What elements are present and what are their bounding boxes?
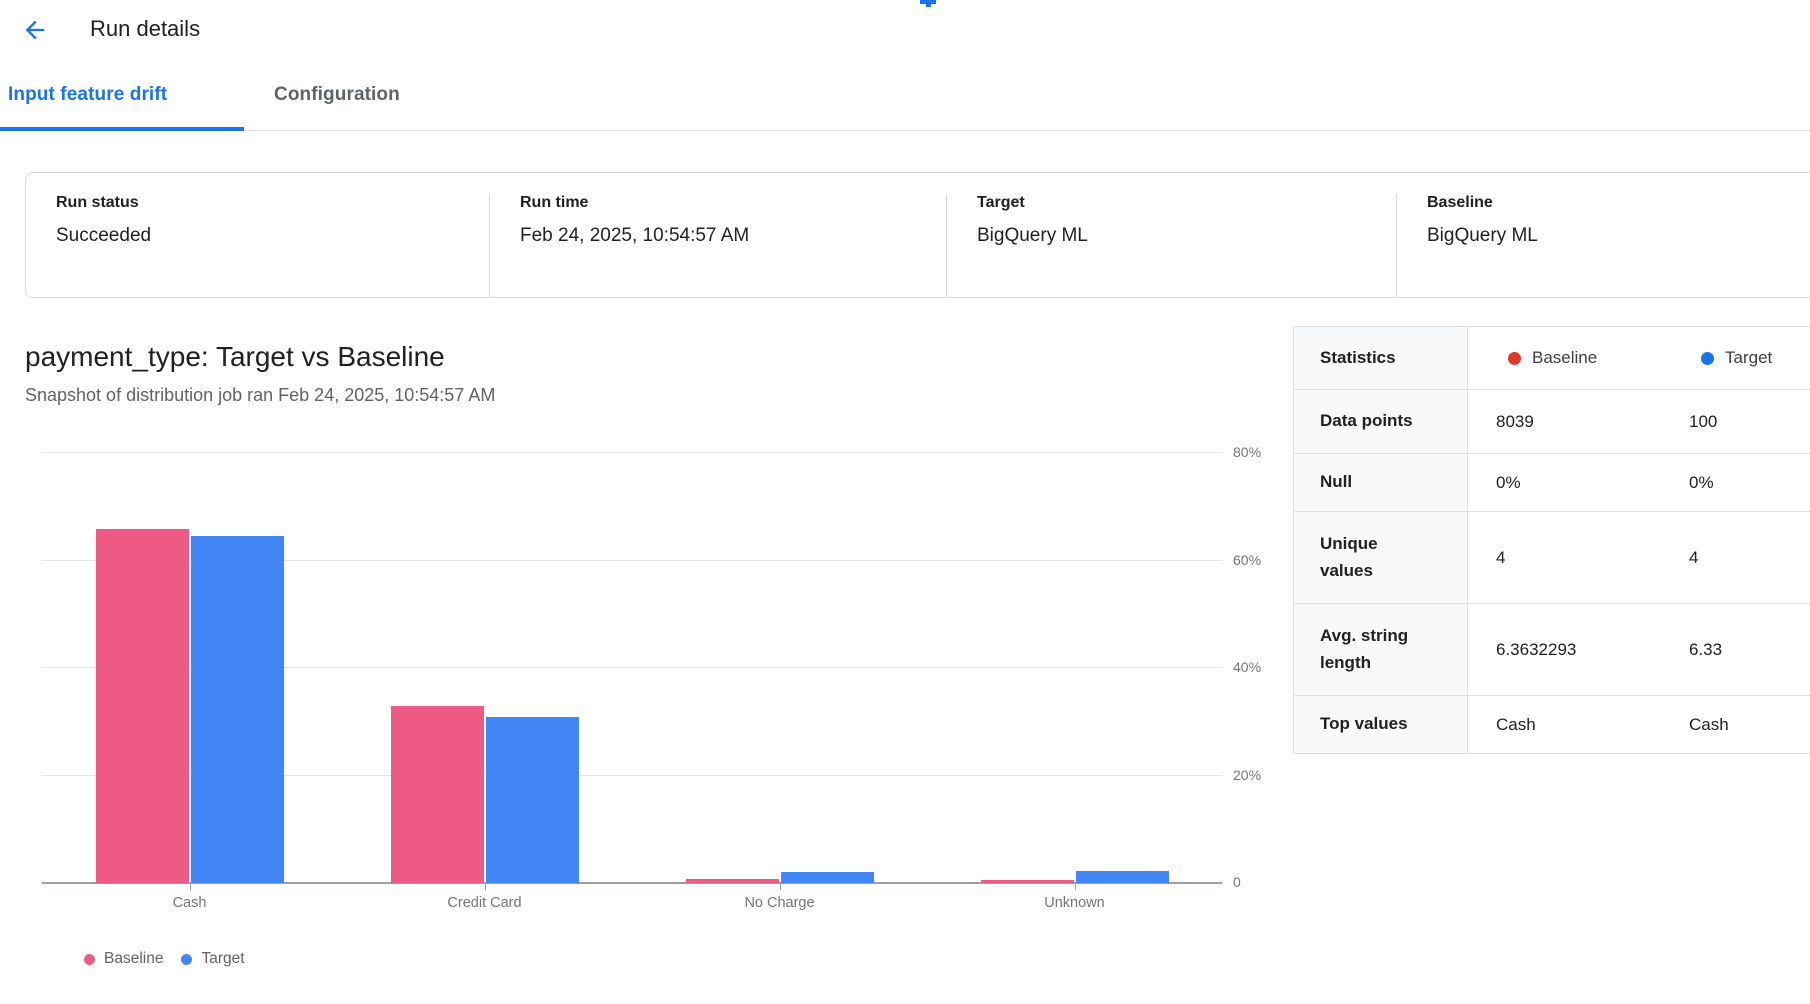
- x-axis-category-label: Unknown: [1044, 895, 1105, 911]
- target-label: Target: [977, 194, 1025, 211]
- bar-target-unknown: [1075, 871, 1169, 883]
- target-column-header: Target: [1661, 327, 1810, 389]
- x-axis-category-label: No Charge: [744, 895, 815, 911]
- baseline-label: Baseline: [1427, 194, 1493, 211]
- bar-baseline-cash: [95, 528, 189, 883]
- legend-baseline-label: Baseline: [104, 950, 164, 967]
- table-row-unique-values: Unique values 4 4: [1294, 512, 1810, 604]
- gridline: [42, 559, 1222, 561]
- x-axis-line: [42, 882, 1222, 884]
- statistics-table: Statistics Baseline Target Data points 8…: [1293, 326, 1810, 754]
- clipped-blue-element: [920, 0, 936, 4]
- back-button[interactable]: [20, 16, 50, 46]
- y-axis-tick-label: 80%: [1233, 444, 1262, 460]
- x-axis-tick: [484, 883, 486, 890]
- run-status-value: Succeeded: [56, 225, 152, 246]
- gridline: [42, 667, 1222, 668]
- y-axis-tick-label: 0: [1233, 874, 1241, 890]
- arrow-left-icon: [21, 20, 49, 47]
- tab-input-feature-drift[interactable]: Input feature drift: [0, 60, 244, 131]
- bar-baseline-no-charge: [685, 878, 779, 883]
- run-status-label: Run status: [56, 194, 139, 211]
- bar-baseline-unknown: [980, 880, 1074, 883]
- table-row-null: Null 0% 0%: [1294, 454, 1810, 512]
- tab-bar: Input feature drift Configuration: [0, 60, 1810, 131]
- run-time-value: Feb 24, 2025, 10:54:57 AM: [520, 225, 750, 246]
- legend-item-baseline: Baseline: [84, 950, 163, 968]
- statistics-header-cell: Statistics: [1294, 327, 1468, 389]
- baseline-value-cell: 8039: [1496, 411, 1534, 431]
- bar-target-cash: [190, 535, 284, 883]
- target-value: BigQuery ML: [977, 225, 1088, 246]
- row-label: Null: [1320, 472, 1353, 492]
- baseline-value-cell: 0%: [1496, 472, 1521, 492]
- run-info-card: Run status Succeeded Run time Feb 24, 20…: [25, 172, 1810, 298]
- baseline-value: BigQuery ML: [1427, 225, 1538, 246]
- clipped-blue-element-notch: [926, 4, 931, 7]
- y-axis-tick-label: 40%: [1233, 659, 1262, 675]
- run-info-item-target: Target BigQuery ML: [946, 194, 1396, 297]
- x-axis-tick: [1074, 883, 1076, 890]
- x-axis-category-label: Cash: [172, 895, 207, 911]
- baseline-dot-icon: [84, 953, 95, 965]
- x-axis-tick: [189, 883, 191, 890]
- baseline-value-cell: 6.3632293: [1496, 639, 1577, 659]
- run-info-item-run-time: Run time Feb 24, 2025, 10:54:57 AM: [489, 194, 946, 297]
- target-dot-icon: [181, 953, 193, 965]
- target-value-cell: 100: [1689, 411, 1718, 431]
- header: Run details: [0, 0, 1810, 60]
- target-value-cell: 0%: [1689, 472, 1714, 492]
- run-time-label: Run time: [520, 194, 589, 211]
- x-axis-tick: [779, 883, 781, 890]
- target-value-cell: Cash: [1689, 714, 1729, 734]
- bar-target-no-charge: [780, 872, 874, 883]
- table-header-row: Statistics Baseline Target: [1294, 327, 1810, 390]
- chart-title: payment_type: Target vs Baseline: [25, 341, 445, 372]
- row-label: Avg. string length: [1320, 626, 1409, 672]
- table-row-top-values: Top values Cash Cash: [1294, 696, 1810, 754]
- bar-chart-plot: 80% 60% 40% 20% 0 Cash Credit Card No Charge Unk…: [42, 433, 1261, 911]
- legend-target-label: Target: [201, 950, 245, 967]
- page-title: Run details: [90, 16, 201, 41]
- target-value-cell: 6.33: [1689, 639, 1723, 659]
- row-label: Unique values: [1320, 534, 1378, 580]
- baseline-column-header: Baseline: [1468, 327, 1661, 389]
- x-axis-category-label: Credit Card: [447, 895, 522, 911]
- baseline-dot-icon: [1508, 351, 1521, 365]
- gridline: [42, 452, 1222, 453]
- chart-subtitle: Snapshot of distribution job ran Feb 24,…: [25, 385, 496, 405]
- row-label: Data points: [1320, 411, 1413, 431]
- run-info-item-run-status: Run status Succeeded: [26, 194, 489, 297]
- tab-configuration[interactable]: Configuration: [274, 84, 400, 105]
- bar-baseline-credit-card: [390, 706, 484, 883]
- run-info-item-baseline: Baseline BigQuery ML: [1396, 194, 1810, 297]
- bar-target-credit-card: [485, 716, 579, 883]
- baseline-value-cell: Cash: [1496, 714, 1536, 734]
- table-row-data-points: Data points 8039 100: [1294, 390, 1810, 454]
- y-axis-tick-label: 60%: [1233, 551, 1262, 568]
- target-value-cell: 4: [1689, 547, 1699, 567]
- gridline: [42, 774, 1222, 776]
- legend-item-target: Target: [181, 950, 245, 968]
- y-axis-tick-label: 20%: [1233, 766, 1262, 783]
- chart-legend: Baseline Target: [84, 950, 245, 968]
- baseline-value-cell: 4: [1496, 547, 1506, 567]
- target-dot-icon: [1701, 351, 1714, 365]
- row-label: Top values: [1320, 714, 1408, 734]
- table-row-avg-string-length: Avg. string length 6.3632293 6.33: [1294, 604, 1810, 696]
